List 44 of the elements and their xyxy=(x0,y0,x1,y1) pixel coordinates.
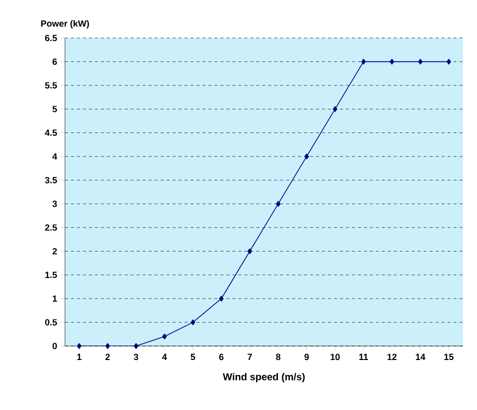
point xyxy=(276,200,280,207)
x-tick-label: 7 xyxy=(248,354,252,360)
y-tick-label: 3.5 xyxy=(44,176,57,184)
point xyxy=(361,58,366,65)
y-tick-label: 6.5 xyxy=(45,34,57,42)
point xyxy=(418,58,423,65)
point xyxy=(390,58,394,65)
point xyxy=(105,343,110,349)
y-tick-label: 1.5 xyxy=(45,272,57,278)
y-tick-label: 0.5 xyxy=(45,319,57,326)
point xyxy=(248,248,252,254)
point xyxy=(332,106,338,112)
point xyxy=(446,58,452,65)
x-tick-label: 6 xyxy=(219,354,224,360)
y-tick-label: 4 xyxy=(52,153,58,160)
y-tick-label: 1 xyxy=(52,296,57,302)
x-tick-label: 1 xyxy=(77,354,82,360)
y-tick-label: 2.5 xyxy=(45,224,57,231)
x-tick-label: 3 xyxy=(134,354,138,360)
y-tick-label: 5.5 xyxy=(45,82,57,89)
point xyxy=(162,334,167,340)
point xyxy=(134,343,138,349)
x-tick-label: 9 xyxy=(304,354,309,360)
y-tick-label: 6 xyxy=(52,58,57,65)
x-tick-label: 15 xyxy=(444,354,454,360)
y-tick-label: 5 xyxy=(52,106,57,112)
x-tick-label: 14 xyxy=(416,354,426,360)
x-tick-label: 11 xyxy=(359,354,368,360)
x-tick-label: 10 xyxy=(330,354,340,360)
x-tick-label: 2 xyxy=(105,354,110,360)
x-axis-title: Wind speed (m/s) xyxy=(222,372,305,382)
point xyxy=(190,319,196,326)
y-tick-label: 2 xyxy=(52,248,57,254)
x-tick-label: 4 xyxy=(162,354,167,360)
y-axis-title: Power (kW) xyxy=(41,20,89,28)
y-tick-label: 3 xyxy=(52,200,57,208)
y-tick-label: 4.5 xyxy=(44,130,57,136)
point xyxy=(219,296,224,302)
point xyxy=(76,343,82,349)
x-tick-label: 5 xyxy=(190,354,196,360)
point xyxy=(304,154,309,160)
x-tick-label: 12 xyxy=(388,354,397,360)
x-tick-label: 8 xyxy=(276,354,280,360)
y-tick-label: 0 xyxy=(52,342,57,350)
